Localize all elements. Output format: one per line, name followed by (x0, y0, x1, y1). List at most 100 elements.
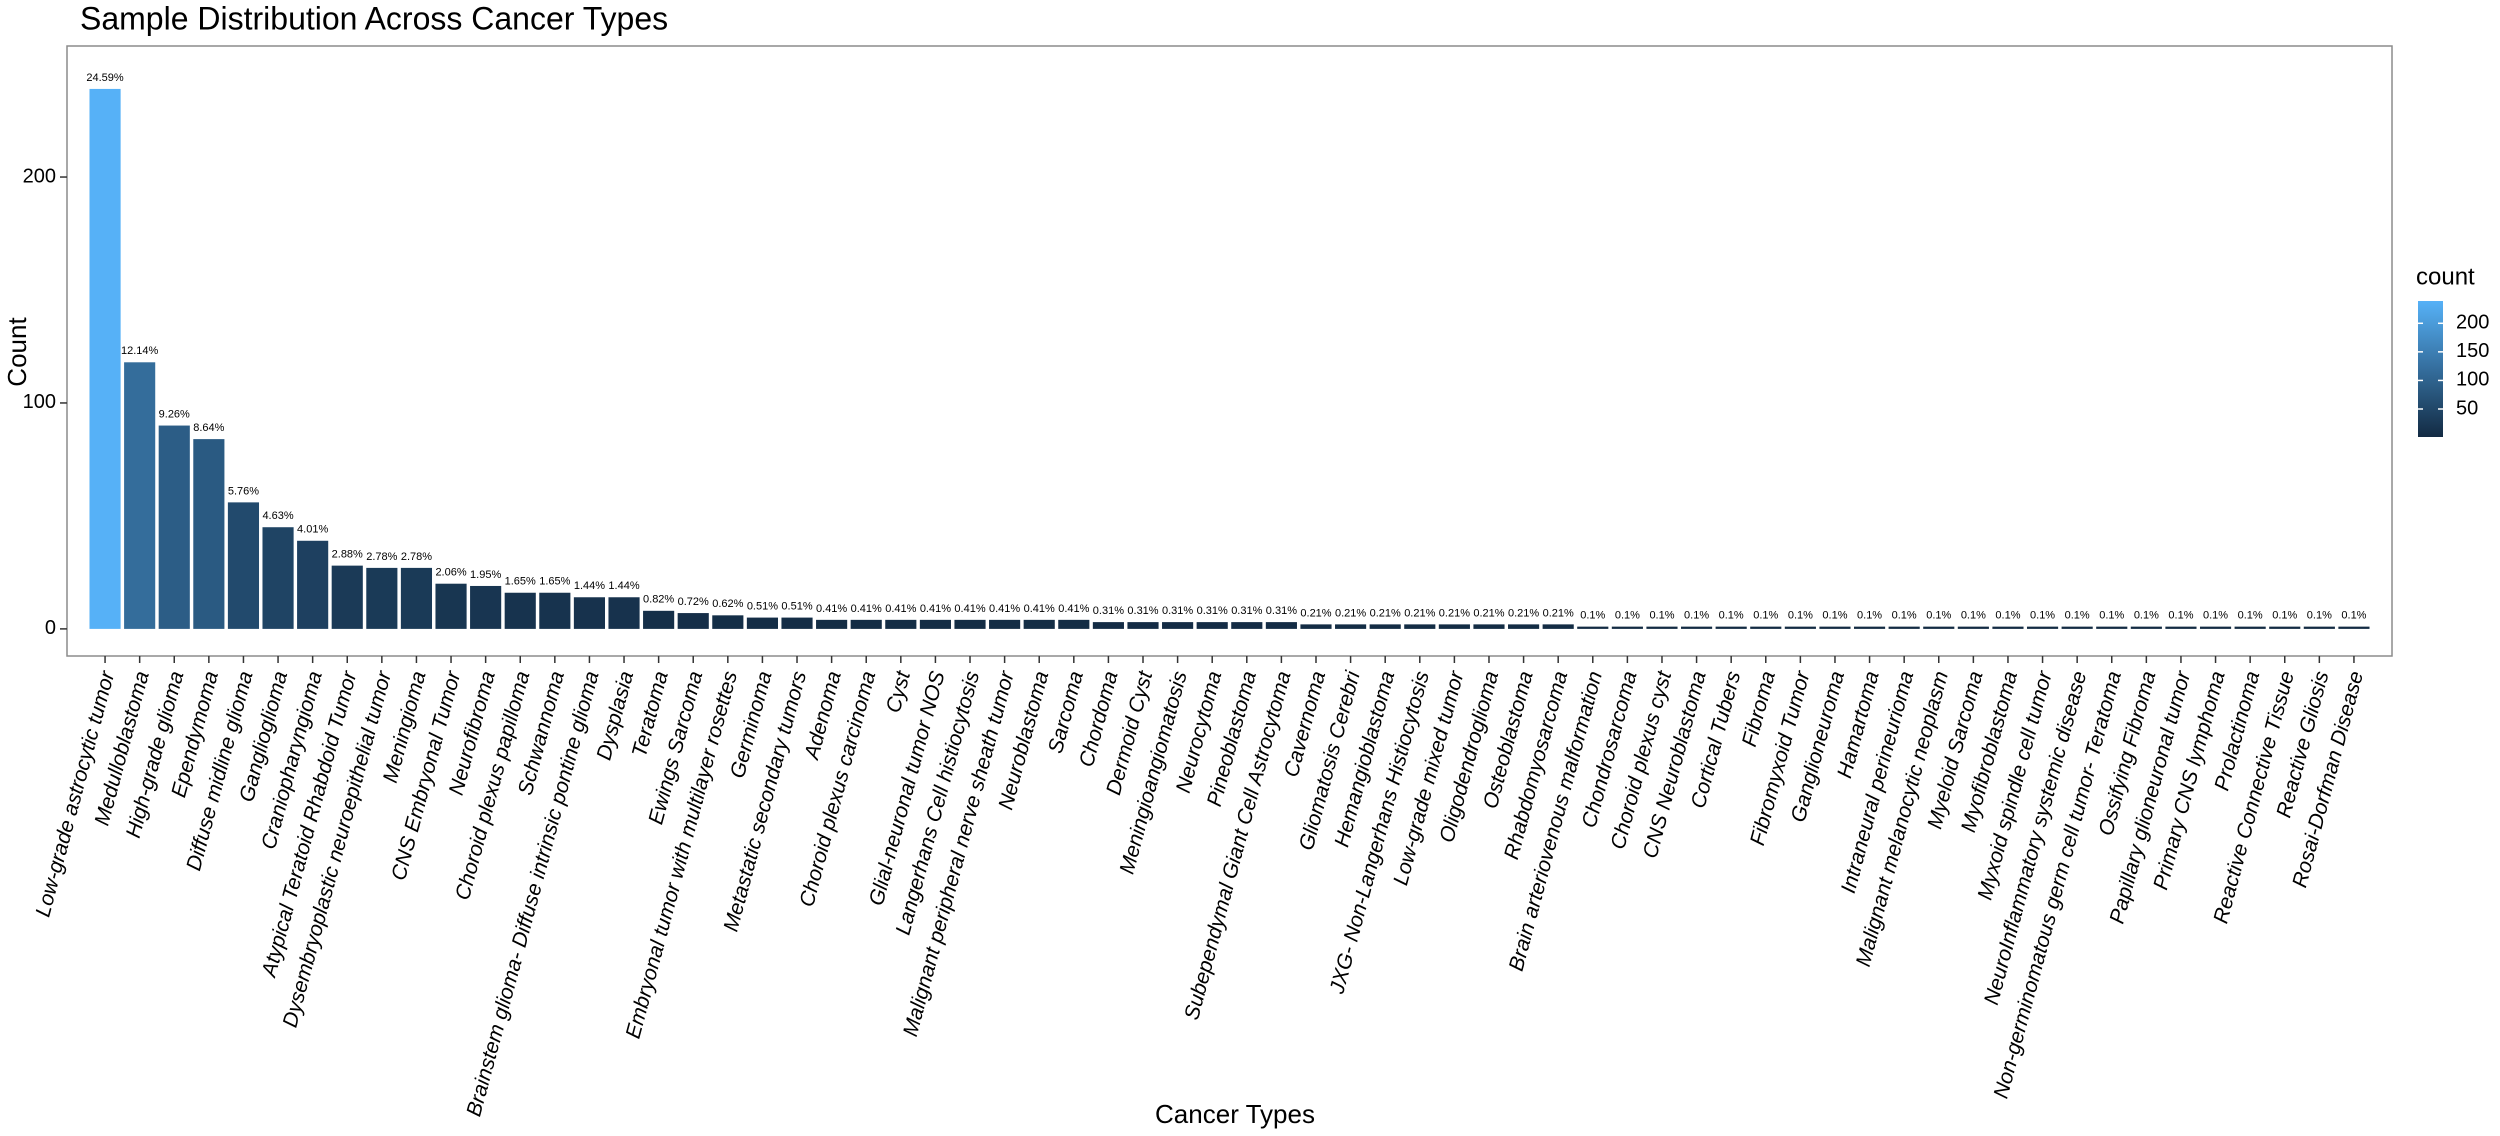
percent-label: 2.78% (401, 551, 432, 563)
legend-tick-label: 100 (2456, 369, 2489, 391)
percent-label: 0.21% (1543, 607, 1574, 619)
percent-label: 2.06% (435, 567, 466, 579)
bar (2269, 626, 2301, 629)
percent-label: 0.1% (1788, 610, 1813, 622)
bar (1750, 626, 1782, 629)
percent-label: 0.1% (1926, 610, 1951, 622)
bar (2061, 626, 2093, 629)
bar (1265, 622, 1297, 629)
bar (677, 613, 709, 629)
bar (1992, 626, 2024, 629)
percent-label: 0.1% (2065, 610, 2090, 622)
bar (504, 592, 536, 629)
bar (1508, 624, 1540, 629)
bar (850, 619, 882, 629)
bar (1784, 626, 1816, 629)
bar (1611, 626, 1643, 629)
percent-label: 0.1% (1995, 610, 2020, 622)
bar (2096, 626, 2128, 629)
bar (816, 619, 848, 629)
percent-label: 0.1% (2341, 610, 2366, 622)
percent-label: 2.78% (366, 551, 397, 563)
x-tick-label: Choroid plexus carcinoma (795, 669, 880, 909)
percent-label: 0.1% (2030, 610, 2055, 622)
bar (331, 565, 363, 629)
bar (400, 567, 433, 629)
legend-tick-label: 50 (2456, 397, 2478, 419)
bar (1196, 622, 1228, 629)
percent-label: 0.21% (1508, 607, 1539, 619)
plot-panel (66, 45, 2393, 657)
bar (1092, 622, 1124, 629)
bar (1300, 624, 1332, 629)
bar (989, 619, 1021, 629)
bar (608, 597, 640, 629)
percent-label: 2.88% (332, 549, 363, 561)
legend-tick-label: 200 (2456, 312, 2489, 334)
y-tick-label: 0 (45, 617, 56, 639)
percent-label: 0.21% (1473, 607, 1504, 619)
bar (1923, 626, 1955, 629)
percent-label: 0.51% (781, 600, 812, 612)
bar (2165, 626, 2197, 629)
percent-label: 1.65% (539, 576, 570, 588)
percent-label: 8.64% (193, 422, 224, 434)
bar (2303, 626, 2335, 629)
bar (2130, 626, 2162, 629)
bar (1231, 622, 1263, 629)
bar (89, 88, 121, 629)
percent-label: 1.44% (608, 580, 639, 592)
percent-label: 0.21% (1404, 607, 1435, 619)
bar (227, 502, 260, 629)
percent-label: 0.1% (2203, 610, 2228, 622)
bar (2234, 626, 2266, 629)
percent-label: 0.41% (816, 603, 847, 615)
bar (1404, 624, 1436, 629)
percent-label: 0.1% (1961, 610, 1986, 622)
bar (573, 597, 606, 629)
legend-tick-label: 150 (2456, 340, 2489, 362)
bar (746, 617, 778, 629)
percent-label: 0.1% (2099, 610, 2124, 622)
x-tick-label: Cyst (882, 668, 915, 716)
percent-label: 0.1% (1649, 610, 1674, 622)
bar (643, 610, 675, 629)
percent-label: 5.76% (228, 485, 259, 497)
bar (2026, 626, 2059, 629)
percent-label: 0.1% (1892, 610, 1917, 622)
bar (1888, 626, 1920, 629)
chart-title: Sample Distribution Across Cancer Types (80, 0, 668, 36)
percent-label: 0.1% (1822, 610, 1847, 622)
bar (1058, 619, 1090, 629)
percent-label: 0.21% (1335, 607, 1366, 619)
bar (262, 527, 294, 629)
y-tick-label: 100 (23, 391, 56, 413)
percent-label: 12.14% (121, 345, 159, 357)
bar (1646, 626, 1678, 629)
percent-label: 0.1% (2238, 610, 2263, 622)
percent-label: 0.1% (1684, 610, 1709, 622)
percent-label: 0.41% (1058, 603, 1089, 615)
percent-label: 0.1% (2168, 610, 2193, 622)
bar (1542, 624, 1574, 629)
bar (366, 567, 398, 629)
x-axis-title: Cancer Types (1155, 1099, 1315, 1129)
colorbar (2418, 301, 2443, 437)
percent-label: 0.1% (2307, 610, 2332, 622)
bar (1023, 619, 1055, 629)
bar (1681, 626, 1713, 629)
bar (1473, 624, 1505, 629)
percent-label: 0.31% (1266, 605, 1297, 617)
bar (539, 592, 571, 629)
bar (919, 619, 951, 629)
bar (1127, 622, 1159, 629)
bar (2338, 626, 2370, 629)
percent-label: 0.41% (1024, 603, 1055, 615)
percent-label: 1.65% (505, 576, 536, 588)
bar (954, 619, 986, 629)
percent-label: 0.1% (1615, 610, 1640, 622)
percent-label: 0.21% (1370, 607, 1401, 619)
y-axis-title: Count (2, 317, 32, 387)
percent-label: 1.95% (470, 569, 501, 581)
